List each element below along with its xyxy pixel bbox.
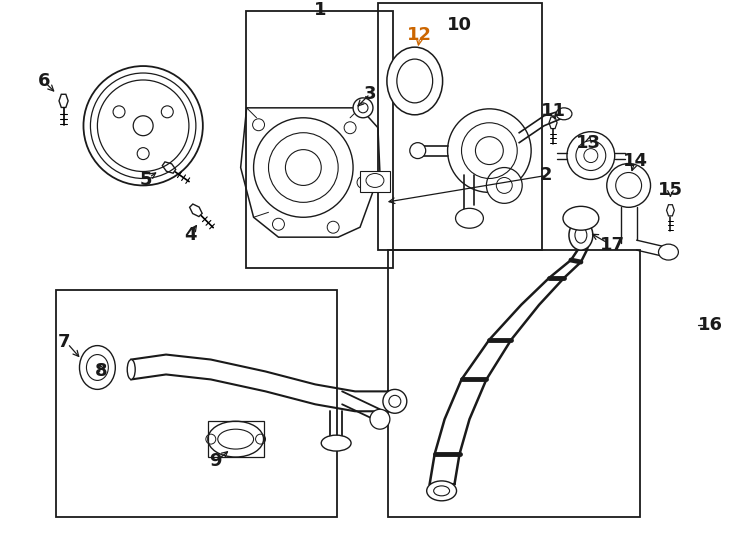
Ellipse shape bbox=[607, 164, 650, 207]
Ellipse shape bbox=[569, 220, 593, 250]
Ellipse shape bbox=[567, 132, 614, 179]
Text: 9: 9 bbox=[209, 452, 222, 470]
Ellipse shape bbox=[321, 435, 351, 451]
Text: 1: 1 bbox=[314, 2, 327, 19]
Text: 13: 13 bbox=[576, 134, 601, 152]
Ellipse shape bbox=[487, 167, 522, 204]
Text: 15: 15 bbox=[658, 181, 683, 199]
Ellipse shape bbox=[353, 98, 373, 118]
Ellipse shape bbox=[456, 208, 484, 228]
Text: 11: 11 bbox=[540, 102, 565, 120]
Bar bbox=[208, 421, 264, 457]
Ellipse shape bbox=[448, 109, 531, 192]
Text: 12: 12 bbox=[407, 26, 432, 44]
Text: 14: 14 bbox=[623, 152, 648, 170]
Text: 7: 7 bbox=[57, 333, 70, 350]
Bar bbox=[246, 11, 393, 268]
Bar bbox=[388, 250, 639, 517]
Text: 8: 8 bbox=[95, 362, 108, 381]
Text: 6: 6 bbox=[37, 72, 50, 90]
Bar bbox=[56, 290, 337, 517]
Text: 16: 16 bbox=[698, 316, 723, 334]
Bar bbox=[378, 3, 542, 250]
Ellipse shape bbox=[563, 206, 599, 230]
Ellipse shape bbox=[127, 360, 135, 380]
Text: 4: 4 bbox=[185, 226, 197, 244]
Text: 10: 10 bbox=[447, 16, 472, 34]
Ellipse shape bbox=[576, 140, 606, 171]
Ellipse shape bbox=[556, 108, 572, 120]
Polygon shape bbox=[241, 108, 380, 237]
Ellipse shape bbox=[208, 421, 264, 457]
Text: 5: 5 bbox=[140, 172, 153, 190]
Text: 2: 2 bbox=[539, 166, 552, 185]
Ellipse shape bbox=[253, 118, 353, 217]
Ellipse shape bbox=[370, 409, 390, 429]
Bar bbox=[360, 171, 390, 192]
Ellipse shape bbox=[79, 346, 115, 389]
Text: 17: 17 bbox=[600, 236, 625, 254]
Ellipse shape bbox=[410, 143, 426, 159]
Ellipse shape bbox=[658, 244, 678, 260]
Ellipse shape bbox=[383, 389, 407, 413]
Ellipse shape bbox=[387, 47, 443, 115]
Ellipse shape bbox=[426, 481, 457, 501]
Text: 3: 3 bbox=[364, 85, 377, 103]
Ellipse shape bbox=[616, 172, 642, 198]
